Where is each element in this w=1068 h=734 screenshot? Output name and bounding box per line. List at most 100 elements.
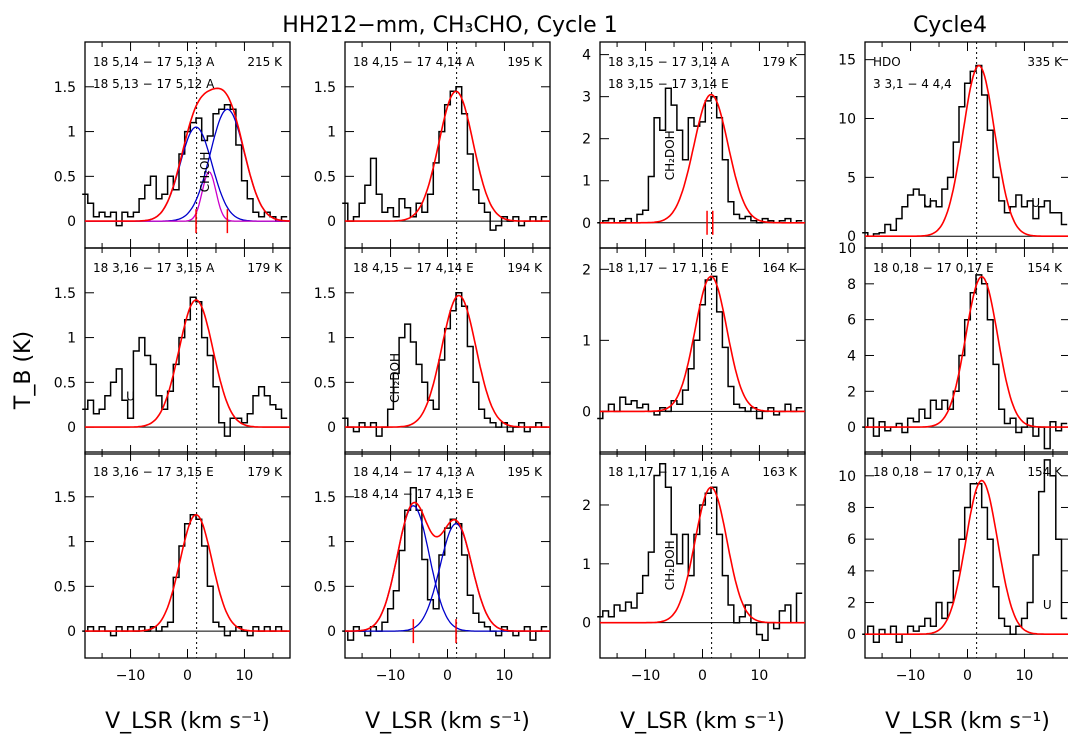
y-tick-label: 2: [582, 498, 591, 514]
y-tick-label: 1: [582, 174, 591, 190]
figure-title-right: Cycle4: [913, 13, 987, 38]
upper-energy-label: 335 K: [1027, 55, 1063, 69]
y-tick-label: 0.5: [54, 375, 76, 391]
y-tick-label: 1: [67, 535, 76, 551]
observed-spectrum: [342, 487, 548, 641]
y-tick-label: 0: [67, 214, 76, 230]
y-tick-label: 0: [847, 229, 856, 245]
x-axis-label: V_LSR (km s⁻¹): [105, 709, 270, 734]
transition-label: 18 4,14 − 17 4,13 A: [353, 465, 475, 479]
y-tick-label: 1.5: [54, 286, 76, 302]
y-tick-label: 1.5: [314, 286, 336, 302]
transition-label: 18 4,14 − 17 4,13 E: [353, 487, 474, 501]
y-tick-label: 1: [67, 331, 76, 347]
panel-0: 0 0.5 1 1.5 18 5,14 − 17 5,13 A 18 5,13 − 17 …: [54, 41, 291, 249]
y-axis-label: T_B (K): [11, 331, 36, 410]
x-tick-label: −10: [376, 668, 406, 684]
panel-6: 0 1 2 18 1,17 − 17 1,16 E 164 K: [582, 247, 806, 455]
transition-label: 18 3,16 − 17 3,15 A: [93, 261, 215, 275]
y-tick-label: 0: [67, 624, 76, 640]
y-tick-label: 1.5: [314, 490, 336, 506]
transition-label: 18 0,18 − 17 0,17 E: [873, 261, 994, 275]
upper-energy-label: 154 K: [1027, 261, 1063, 275]
observed-spectrum: [82, 513, 288, 637]
transition-label: 18 4,15 − 17 4,14 A: [353, 55, 475, 69]
y-tick-label: 6: [847, 313, 856, 329]
panel-10: 0 1 2 −10 0 10 18 1,17 − 17 1,16 A 163 K CH₂DOH: [582, 451, 806, 684]
y-tick-label: 0: [327, 624, 336, 640]
panel-frame: [599, 41, 806, 249]
line-annotation: CH₂DOH: [663, 540, 677, 590]
gaussian-component: [85, 126, 290, 222]
y-tick-label: 1.5: [314, 80, 336, 96]
gaussian-fit: [345, 90, 550, 222]
observed-spectrum: [82, 296, 288, 437]
gaussian-fit: [85, 513, 290, 632]
observed-spectrum: [597, 275, 803, 420]
line-annotation: U: [1043, 598, 1052, 612]
transition-label: HDO: [873, 55, 901, 69]
panel-grid: 0 0.5 1 1.5 18 5,14 − 17 5,13 A 18 5,13 − 17 …: [54, 41, 1068, 684]
y-tick-label: 2: [847, 596, 856, 612]
gaussian-fit: [345, 294, 550, 428]
y-tick-label: 1.5: [54, 490, 76, 506]
transition-label: 18 1,17 − 17 1,16 E: [608, 261, 729, 275]
gaussian-fit: [600, 486, 805, 624]
y-tick-label: 0: [847, 420, 856, 436]
y-tick-label: 0: [327, 420, 336, 436]
x-tick-label: 10: [1016, 668, 1034, 684]
panel-4: 0 0.5 1 1.5 18 3,16 − 17 3,15 A 179 K U: [54, 247, 291, 455]
x-axis-label: V_LSR (km s⁻¹): [365, 709, 530, 734]
y-tick-label: 2: [582, 132, 591, 148]
observed-spectrum: [342, 86, 548, 231]
observed-spectrum: [597, 463, 803, 642]
transition-label: 18 0,18 − 17 0,17 A: [873, 465, 995, 479]
gaussian-component: [345, 523, 550, 632]
upper-energy-label: 179 K: [247, 465, 283, 479]
y-tick-label: 1: [327, 535, 336, 551]
y-tick-label: 0: [327, 214, 336, 230]
transition-label: 18 3,16 − 17 3,15 E: [93, 465, 214, 479]
y-tick-label: 1: [67, 125, 76, 141]
x-tick-label: 0: [183, 668, 192, 684]
y-tick-label: 1: [327, 331, 336, 347]
x-tick-label: 10: [236, 668, 254, 684]
y-tick-label: 1.5: [54, 80, 76, 96]
x-tick-label: 10: [751, 668, 769, 684]
gaussian-fit: [865, 479, 1068, 635]
observed-spectrum: [342, 292, 548, 437]
y-tick-label: 4: [847, 564, 856, 580]
panel-frame: [599, 247, 806, 455]
y-tick-label: 4: [847, 348, 856, 364]
upper-energy-label: 179 K: [762, 55, 798, 69]
panel-3: 0 5 10 15 HDO 3 3,1 − 4 4,4 335 K U U: [838, 41, 1068, 249]
panel-7: 0 2 4 6 8 10 18 0,18 − 17 0,17 E 154 K: [838, 241, 1068, 455]
x-tick-label: 0: [963, 668, 972, 684]
x-tick-label: −10: [896, 668, 926, 684]
gaussian-fit: [865, 275, 1068, 428]
y-tick-label: 0.5: [314, 169, 336, 185]
gaussian-fit: [600, 275, 805, 413]
x-axis-label: V_LSR (km s⁻¹): [885, 709, 1050, 734]
gaussian-fit: [85, 87, 291, 222]
line-annotation: U: [126, 389, 135, 403]
panel-frame: [864, 41, 1068, 249]
y-tick-label: 0: [847, 627, 856, 643]
transition-label: 18 1,17 − 17 1,16 A: [608, 465, 730, 479]
x-axis-labels: V_LSR (km s⁻¹) V_LSR (km s⁻¹) V_LSR (km s⁻…: [105, 709, 1050, 734]
upper-energy-label: 215 K: [247, 55, 283, 69]
upper-energy-label: 163 K: [762, 465, 798, 479]
panel-9: 0 0.5 1 1.5 −10 0 10 18 4,14 − 17 4,13 A 18 4,14…: [314, 451, 551, 684]
panel-8: 0 0.5 1 1.5 −10 0 10 18 3,16 − 17 3,15 E 179 K: [54, 451, 291, 684]
y-tick-label: 15: [838, 53, 856, 69]
y-tick-label: 1: [582, 557, 591, 573]
transition-label: 18 5,13 − 17 5,12 A: [93, 77, 215, 91]
observed-spectrum: [862, 274, 1068, 450]
y-tick-label: 2: [582, 262, 591, 278]
panel-5: 0 0.5 1 1.5 18 4,15 − 17 4,14 E 194 K CH₂DOH: [314, 247, 551, 455]
y-tick-label: 0: [582, 216, 591, 232]
line-annotation: CH₂OH: [198, 152, 212, 193]
x-tick-label: 10: [496, 668, 514, 684]
transition-label: 18 5,14 − 17 5,13 A: [93, 55, 215, 69]
